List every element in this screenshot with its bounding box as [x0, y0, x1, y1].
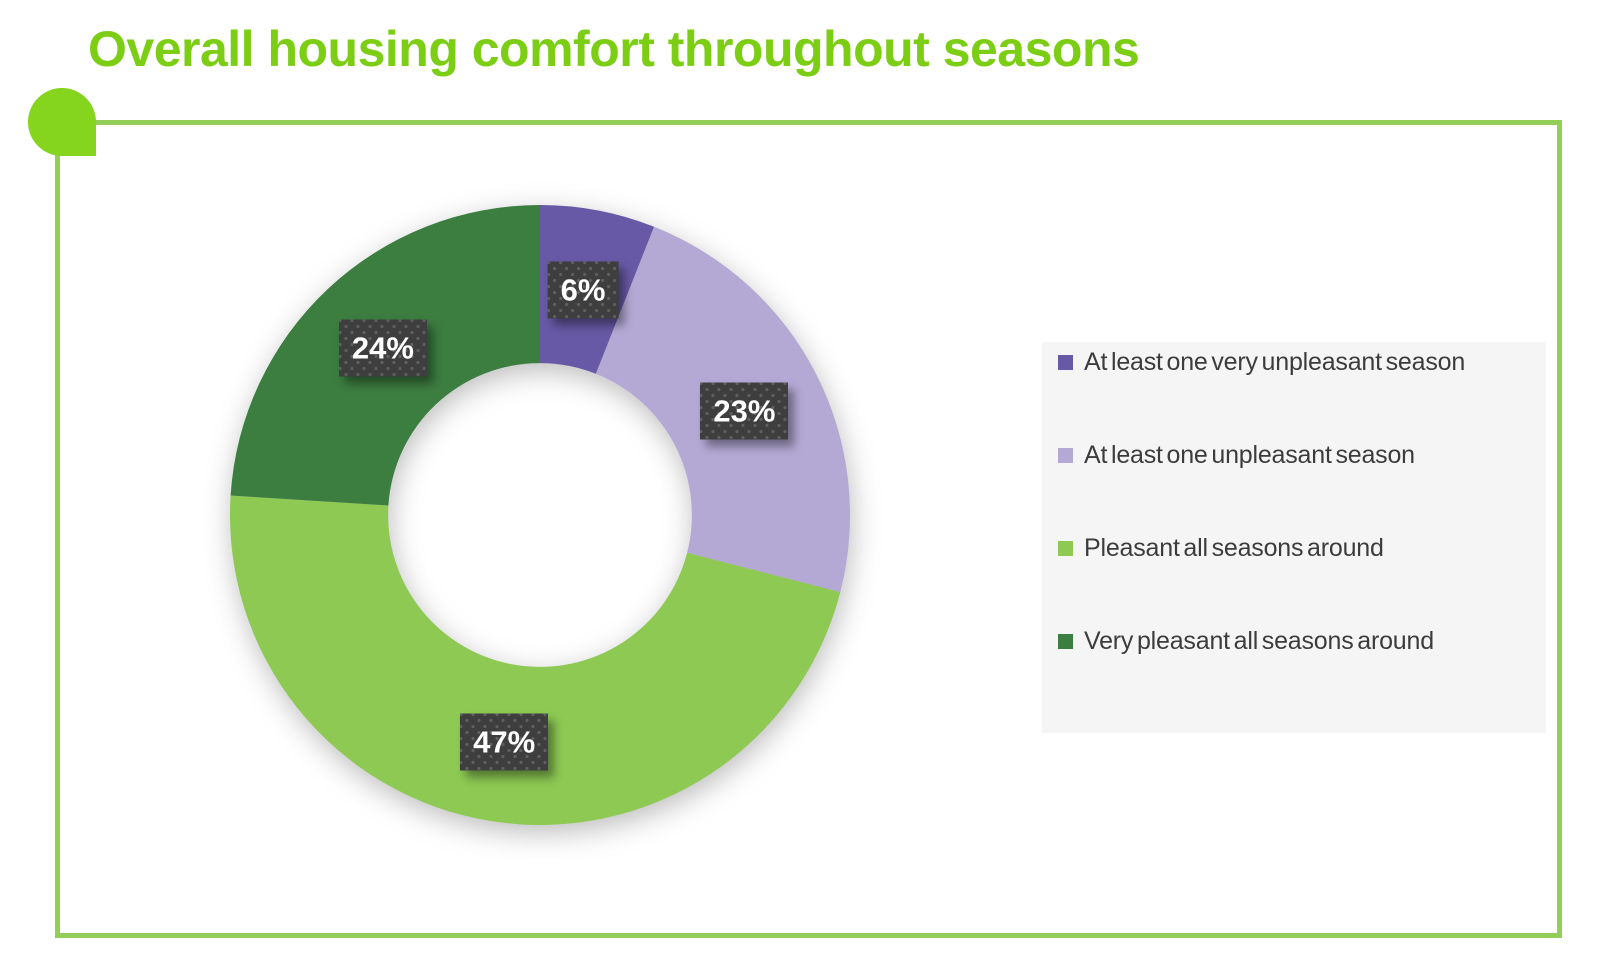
content-frame-border	[55, 120, 1562, 938]
legend-label: At least one unpleasant season	[1084, 441, 1415, 469]
chart-legend: At least one very unpleasant season At l…	[1042, 342, 1546, 733]
pie-slice-2	[230, 495, 841, 825]
legend-item-very-unpleasant: At least one very unpleasant season	[1058, 344, 1465, 381]
legend-swatch-icon	[1058, 448, 1073, 463]
legend-item-unpleasant: At least one unpleasant season	[1058, 437, 1415, 474]
legend-label: Very pleasant all seasons around	[1084, 627, 1434, 655]
legend-swatch-icon	[1058, 541, 1073, 556]
legend-label: Pleasant all seasons around	[1084, 534, 1384, 562]
corner-accent-dot-icon	[28, 88, 96, 156]
legend-label: At least one very unpleasant season	[1084, 348, 1466, 376]
page-title: Overall housing comfort throughout seaso…	[88, 21, 1140, 77]
legend-item-very-pleasant: Very pleasant all seasons around	[1058, 623, 1434, 660]
pie-slice-3	[230, 205, 541, 506]
pie-slice-1	[595, 226, 850, 593]
legend-swatch-icon	[1058, 634, 1073, 649]
legend-swatch-icon	[1058, 355, 1073, 370]
donut-chart	[230, 205, 850, 825]
legend-item-pleasant: Pleasant all seasons around	[1058, 530, 1384, 567]
